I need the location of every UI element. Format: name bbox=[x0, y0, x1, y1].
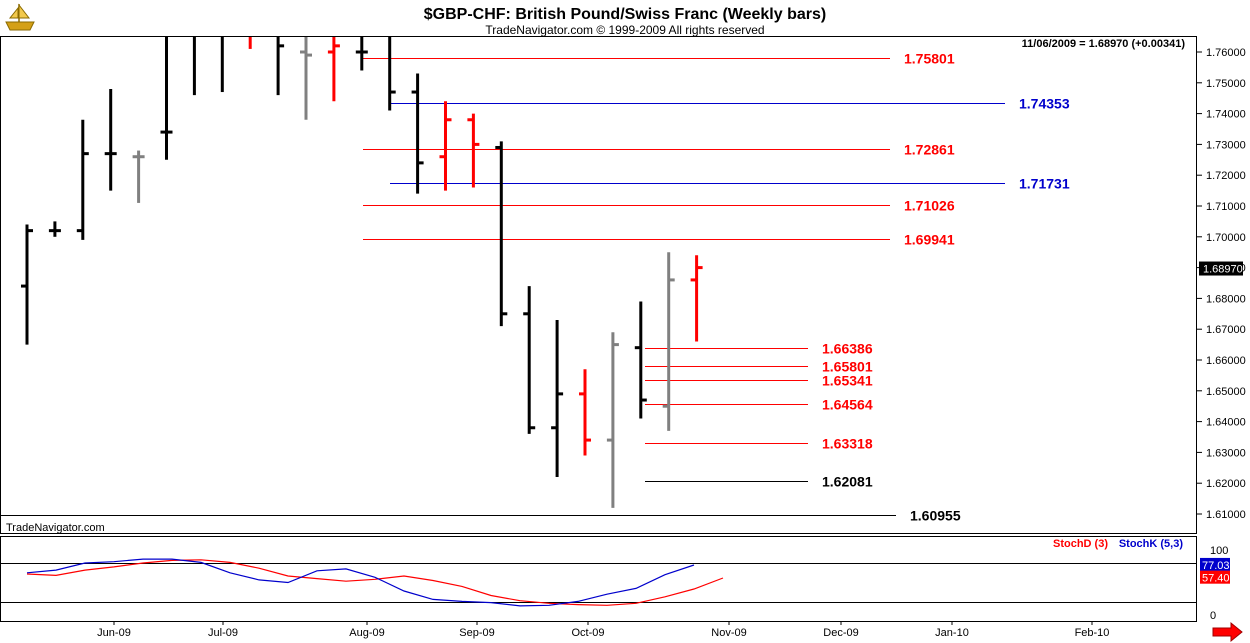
ohlc-bar bbox=[327, 37, 340, 102]
price-tick-label: 1.61000 bbox=[1206, 509, 1246, 521]
stochd-value-box bbox=[1200, 570, 1230, 584]
ohlc-bar bbox=[104, 88, 117, 191]
level-label: 1.69941 bbox=[904, 232, 955, 248]
price-tick-label: 1.74000 bbox=[1206, 109, 1246, 121]
stochastic-panel-frame bbox=[0, 536, 1197, 622]
ohlc-bar bbox=[132, 150, 145, 203]
ohlc-bar bbox=[355, 37, 368, 71]
level-label: 1.72861 bbox=[904, 142, 955, 158]
stoch-series-line bbox=[26, 558, 695, 607]
price-tick-label: 1.63000 bbox=[1206, 447, 1246, 459]
level-label: 1.71026 bbox=[904, 198, 955, 214]
level-label: 1.75801 bbox=[904, 51, 955, 67]
price-tick-label: 1.62000 bbox=[1206, 478, 1246, 490]
price-tick-label: 1.72000 bbox=[1206, 170, 1246, 182]
time-tick-label: Sep-09 bbox=[459, 627, 494, 639]
price-levels-group: 1.75801 1.74353 1.72861 1.71731 1.71026 1.699… bbox=[0, 51, 1070, 524]
time-tick-label: Jun-09 bbox=[97, 627, 131, 639]
price-tick-label: 1.73000 bbox=[1206, 139, 1246, 151]
price-panel-frame bbox=[0, 36, 1197, 534]
time-axis: Jun-09 Jul-09 Aug-09 Sep-09 Oct-09 Nov-09 Dec-… bbox=[97, 621, 1109, 639]
last-quote-readout: 11/06/2009 = 1.68970 (+0.00341) bbox=[1022, 38, 1186, 50]
level-label: 1.62081 bbox=[822, 474, 873, 490]
ohlc-bar bbox=[76, 119, 89, 240]
ohlc-bar bbox=[579, 369, 591, 456]
time-tick-label: Feb-10 bbox=[1075, 627, 1110, 639]
level-label: 1.60955 bbox=[910, 508, 961, 524]
ohlc-bar bbox=[523, 286, 536, 434]
stochk-value-label: 77.03 bbox=[1202, 560, 1230, 572]
last-price-label: 1.68970 bbox=[1203, 264, 1243, 276]
price-tick-label: 1.68000 bbox=[1206, 293, 1246, 305]
ohlc-bar bbox=[467, 113, 480, 188]
scroll-right-arrow-icon[interactable] bbox=[1212, 621, 1243, 643]
price-tick-label: 1.76000 bbox=[1206, 47, 1246, 59]
price-tick-label: 1.65000 bbox=[1206, 386, 1246, 398]
time-tick-label: Dec-09 bbox=[823, 627, 858, 639]
watermark-label: TradeNavigator.com bbox=[6, 522, 105, 534]
price-tick-label: 1.71000 bbox=[1206, 201, 1246, 213]
time-tick-label: Oct-09 bbox=[571, 627, 604, 639]
stochd-value-label: 57.40 bbox=[1202, 573, 1230, 585]
legend-stochd: StochD (3) bbox=[1053, 538, 1108, 550]
price-bars-group bbox=[21, 37, 703, 508]
stochk-value-box bbox=[1200, 557, 1230, 571]
time-tick-label: Jan-10 bbox=[935, 627, 969, 639]
ohlc-bar bbox=[439, 101, 452, 191]
ohlc-bar bbox=[388, 37, 396, 111]
ohlc-bar bbox=[160, 37, 173, 160]
tradenavigator-logo-icon bbox=[5, 3, 35, 31]
ohlc-bar bbox=[48, 221, 61, 237]
level-label: 1.64564 bbox=[822, 397, 873, 413]
level-label: 1.66386 bbox=[822, 341, 873, 357]
level-label: 1.74353 bbox=[1019, 96, 1070, 112]
ohlc-bar bbox=[411, 73, 424, 194]
time-tick-label: Jul-09 bbox=[208, 627, 238, 639]
price-tick-label: 1.75000 bbox=[1206, 78, 1246, 90]
ohlc-bar bbox=[606, 332, 619, 508]
level-label: 1.71731 bbox=[1019, 176, 1070, 192]
price-axis: 1.61000 1.62000 1.63000 1.64000 1.65000 1.660… bbox=[1197, 47, 1246, 521]
stoch-series-line bbox=[26, 559, 724, 606]
price-tick-label: 1.67000 bbox=[1206, 324, 1246, 336]
chart-title: $GBP-CHF: British Pound/Swiss Franc (Wee… bbox=[424, 6, 826, 23]
ohlc-bar bbox=[21, 224, 33, 345]
ohlc-bar bbox=[634, 301, 647, 419]
stoch-tick-0: 0 bbox=[1210, 610, 1216, 622]
legend-stochk: StochK (5,3) bbox=[1119, 538, 1184, 550]
price-tick-label: 1.70000 bbox=[1206, 232, 1246, 244]
level-label: 1.65801 bbox=[822, 359, 873, 375]
ohlc-bar bbox=[276, 37, 285, 96]
price-tick-label: 1.64000 bbox=[1206, 417, 1246, 429]
ohlc-bar bbox=[551, 319, 564, 478]
price-tick-label: 1.66000 bbox=[1206, 355, 1246, 367]
time-tick-label: Nov-09 bbox=[711, 627, 746, 639]
time-tick-label: Aug-09 bbox=[349, 627, 384, 639]
ohlc-bar bbox=[662, 252, 675, 431]
ohlc-bar bbox=[300, 37, 312, 120]
last-price-box bbox=[1199, 261, 1243, 276]
level-label: 1.65341 bbox=[822, 373, 873, 389]
ohlc-bar bbox=[495, 141, 508, 327]
level-label: 1.63318 bbox=[822, 436, 873, 452]
copyright-subtitle: TradeNavigator.com © 1999-2009 All right… bbox=[485, 23, 764, 37]
stoch-tick-100: 100 bbox=[1210, 545, 1228, 557]
ohlc-bar bbox=[690, 255, 703, 342]
